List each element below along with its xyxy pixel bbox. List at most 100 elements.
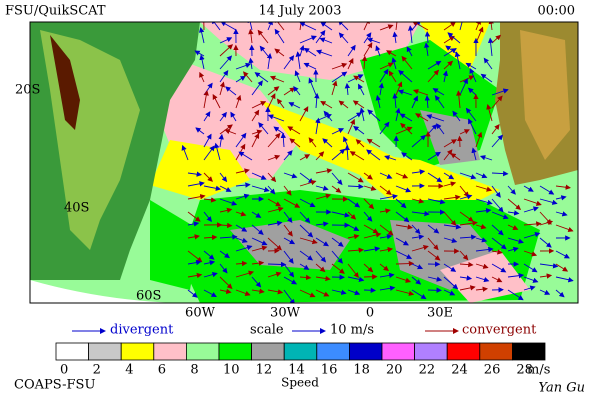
wind-arrow [427, 198, 446, 205]
wind-arrow [443, 22, 457, 31]
wind-arrow [471, 147, 477, 161]
wind-arrow [303, 62, 317, 70]
wind-arrow [224, 129, 237, 135]
wind-arrow [251, 80, 263, 96]
wind-arrow [299, 198, 316, 208]
wind-arrow [454, 51, 461, 70]
wind-arrow [475, 198, 493, 205]
wind-arrow [331, 237, 344, 247]
wind-arrow [230, 111, 237, 122]
wind-arrow [315, 275, 331, 282]
colorbar: 0 2 4 6 8 10 12 14 16 18 20 22 24 26 28m/s [55, 342, 550, 378]
wind-arrow [344, 144, 350, 161]
footer-right: Yan Gu [538, 381, 585, 396]
wind-arrow [347, 247, 365, 253]
wind-arrow [475, 224, 487, 230]
wind-arrow [375, 94, 381, 109]
wind-arrow [407, 25, 414, 44]
wind-arrow [443, 60, 454, 70]
wind-arrow [283, 276, 298, 285]
wind-arrow [257, 29, 269, 44]
wind-arrow [555, 289, 565, 298]
wind-arrow [187, 272, 203, 279]
wind-arrow [479, 155, 493, 161]
wind-arrow [344, 82, 351, 96]
wind-arrow [395, 224, 414, 230]
wind-arrow [267, 154, 281, 161]
colorbar-label: 6 [158, 363, 166, 378]
wind-arrow [378, 82, 384, 96]
wind-arrow [459, 234, 477, 240]
lat-label: 40S [64, 201, 89, 216]
wind-arrow [491, 124, 500, 135]
wind-arrow [361, 55, 368, 70]
wind-arrow [219, 55, 233, 70]
wind-arrow [411, 289, 427, 300]
wind-arrow [395, 107, 401, 122]
wind-arrow [427, 172, 443, 183]
lat-label: 60S [136, 289, 161, 304]
wind-arrow [401, 152, 413, 161]
legend-scale-value: 10 m/s [330, 323, 374, 338]
wind-arrow [443, 48, 457, 57]
wind-arrow [395, 260, 415, 267]
wind-arrow [203, 271, 218, 278]
colorbar-label: 10 [223, 363, 240, 378]
wind-arrow [267, 185, 276, 195]
wind-arrow [401, 55, 413, 70]
wind-arrow [251, 245, 268, 252]
wind-arrow [235, 168, 250, 174]
wind-arrow [436, 123, 445, 135]
wind-arrow [379, 62, 394, 70]
wind-arrow [411, 134, 426, 148]
colorbar-box [479, 342, 513, 361]
wind-arrow [299, 263, 310, 270]
wind-arrow [395, 237, 409, 246]
lat-label: 20S [15, 83, 40, 98]
wind-arrow [251, 101, 267, 109]
wind-arrow [459, 250, 469, 261]
colorbar-box [218, 342, 252, 361]
wind-arrow [398, 70, 413, 83]
wind-arrow [308, 137, 317, 148]
wind-arrow [251, 276, 262, 288]
colorbar-label: 2 [93, 363, 101, 378]
wind-arrow [267, 22, 273, 31]
wind-arrow [483, 57, 493, 70]
wind-arrow [363, 172, 373, 180]
header-left: FSU/QuikSCAT [5, 4, 106, 19]
wind-arrow [267, 86, 280, 96]
wind-arrow [338, 100, 349, 109]
wind-arrow [267, 206, 284, 213]
colorbar-label: 18 [353, 363, 370, 378]
wind-arrow [459, 285, 476, 291]
wind-arrow [459, 261, 474, 268]
wind-arrow [456, 90, 462, 109]
wind-arrow [507, 224, 519, 230]
wind-arrow [299, 22, 317, 31]
wind-arrow [308, 77, 317, 96]
wind-arrow [266, 53, 273, 70]
wind-arrow [288, 102, 301, 109]
wind-arrow [243, 71, 253, 83]
colorbar-label: 22 [419, 363, 436, 378]
legend-scale: scale [250, 323, 284, 338]
wind-arrow [299, 250, 314, 261]
wind-arrow [491, 249, 503, 255]
wind-arrow [187, 259, 202, 266]
wind-arrow [187, 194, 206, 200]
wind-arrow [523, 285, 536, 291]
wind-arrow [283, 263, 295, 278]
wind-arrow [488, 22, 494, 31]
wind-arrow [251, 133, 260, 148]
wind-arrow [491, 237, 507, 250]
wind-arrow [219, 185, 232, 192]
wind-arrow [315, 263, 326, 273]
colorbar-box [120, 342, 155, 361]
wind-arrow [459, 275, 473, 281]
wind-arrow [379, 246, 394, 253]
wind-arrow [475, 263, 489, 269]
wind-arrow [395, 126, 413, 135]
wind-arrow [259, 45, 269, 57]
wind-arrow [235, 244, 253, 252]
